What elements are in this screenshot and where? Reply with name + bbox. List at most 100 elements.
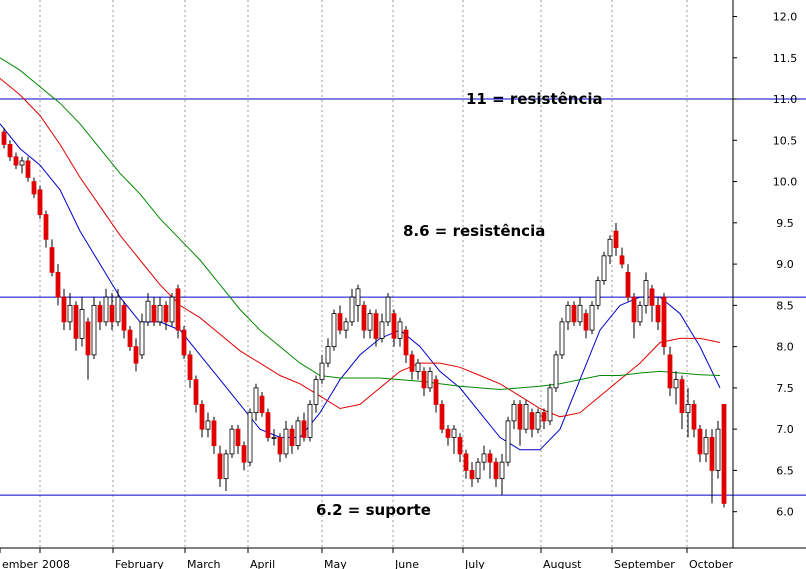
candle-body <box>91 304 97 356</box>
candle-8 <box>49 239 55 277</box>
candle-23 <box>139 313 145 360</box>
candle-68 <box>409 350 415 380</box>
candle-49 <box>295 416 301 450</box>
candle-97 <box>583 309 589 339</box>
candle-body <box>337 313 343 331</box>
x-tick-label: October <box>689 558 733 569</box>
candle-62 <box>373 309 379 347</box>
candle-body <box>649 288 655 306</box>
candle-body <box>643 280 649 306</box>
candle-118 <box>709 429 715 504</box>
candle-106 <box>637 301 643 326</box>
candle-102 <box>613 222 619 256</box>
candle-104 <box>625 264 631 302</box>
candle-body <box>289 428 295 447</box>
candle-120 <box>721 403 727 508</box>
candle-44 <box>265 408 271 442</box>
candle-body <box>469 470 475 480</box>
candle-94 <box>565 301 571 331</box>
x-tick-label: 2008 <box>42 558 70 569</box>
candle-body <box>361 304 367 331</box>
candle-body <box>403 329 409 356</box>
candle-88 <box>529 408 535 438</box>
candle-body <box>67 304 73 323</box>
candle-body <box>145 300 151 323</box>
candle-105 <box>631 292 637 339</box>
candle-body <box>355 288 361 306</box>
candle-75 <box>451 425 457 454</box>
candle-body <box>367 313 373 331</box>
candle-6 <box>37 185 43 219</box>
candle-body <box>139 321 145 356</box>
candle-39 <box>235 425 241 454</box>
candle-body <box>85 321 91 356</box>
candle-body <box>721 403 727 504</box>
candle-87 <box>523 400 529 434</box>
x-tick-label: ember <box>2 558 38 569</box>
candle-body <box>7 144 13 158</box>
candle-body <box>247 412 253 463</box>
candle-body <box>667 354 673 389</box>
candle-15 <box>91 297 97 360</box>
candle-72 <box>433 375 439 413</box>
candle-81 <box>487 449 493 479</box>
y-tick-label: 11.0 <box>773 93 798 106</box>
candle-body <box>373 313 379 339</box>
candle-body <box>673 379 679 389</box>
candle-body <box>229 428 235 455</box>
candle-74 <box>445 425 451 446</box>
y-tick-label: 6.0 <box>776 506 794 519</box>
candle-body <box>691 403 697 430</box>
candle-25 <box>151 297 157 326</box>
candle-body <box>265 412 271 438</box>
level-lines <box>0 98 806 496</box>
candle-body <box>1 131 7 145</box>
candle-55 <box>331 309 337 351</box>
y-tick-label: 7.0 <box>776 423 794 436</box>
candle-body <box>493 461 499 480</box>
candle-body <box>661 296 667 348</box>
candle-body <box>613 230 619 248</box>
x-tick-label: May <box>324 558 347 569</box>
candle-3 <box>19 156 25 174</box>
candle-body <box>175 288 181 331</box>
candle-body <box>607 238 613 257</box>
y-tick-label: 9.5 <box>776 217 794 230</box>
candle-body <box>529 412 535 430</box>
candle-77 <box>463 449 469 479</box>
y-tick-label: 6.5 <box>776 464 794 477</box>
candle-11 <box>67 292 73 331</box>
candle-59 <box>355 284 361 322</box>
candle-42 <box>253 383 259 421</box>
candle-26 <box>157 297 163 326</box>
candle-body <box>157 304 163 323</box>
candle-body <box>487 453 493 463</box>
candle-13 <box>79 297 85 347</box>
candle-79 <box>475 458 481 483</box>
candle-body <box>259 395 265 414</box>
candle-body <box>181 329 187 356</box>
candle-body <box>79 309 85 339</box>
candle-90 <box>541 408 547 430</box>
candle-body <box>475 461 481 480</box>
candle-45 <box>271 429 277 446</box>
candle-body <box>277 437 283 455</box>
candle-71 <box>427 367 433 393</box>
candle-body <box>571 304 577 323</box>
candle-70 <box>421 367 427 397</box>
candle-21 <box>127 325 133 351</box>
candle-body <box>481 453 487 463</box>
candle-body <box>43 214 49 240</box>
candlesticks <box>1 127 727 508</box>
candle-body <box>283 428 289 455</box>
candle-body <box>589 304 595 331</box>
y-tick-label: 10.5 <box>773 134 798 147</box>
candle-69 <box>415 359 421 380</box>
candle-29 <box>175 284 181 339</box>
candle-92 <box>553 350 559 393</box>
candle-body <box>685 403 691 414</box>
candle-73 <box>439 400 445 434</box>
y-tick-label: 11.5 <box>773 52 798 65</box>
x-tick-label: April <box>250 558 275 569</box>
candle-body <box>427 370 433 389</box>
